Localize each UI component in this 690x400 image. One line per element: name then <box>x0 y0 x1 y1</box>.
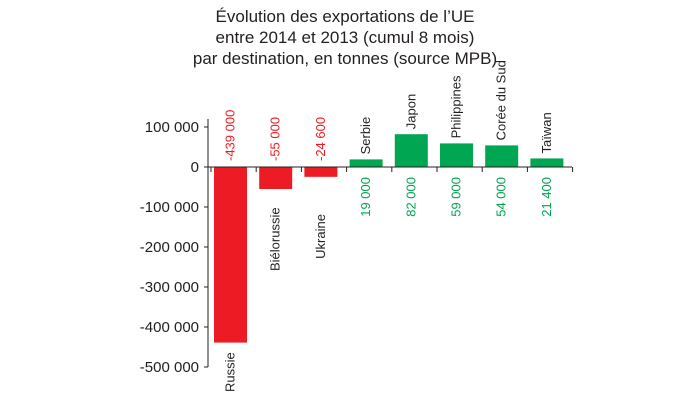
category-label: Taïwan <box>539 112 554 153</box>
category-label: Japon <box>403 94 418 129</box>
y-tick-label: -400 000 <box>140 319 199 336</box>
bar-4 <box>394 134 428 167</box>
category-label: Corée du Sud <box>494 60 509 140</box>
bar-5 <box>440 143 473 167</box>
bar-0 <box>214 167 247 343</box>
bar-1 <box>259 167 293 189</box>
chart-title-line-3: par destination, en tonnes (source MPB) <box>192 49 498 68</box>
y-tick-label: 0 <box>191 159 199 176</box>
bar-3 <box>349 159 383 167</box>
y-tick-label: -300 000 <box>140 279 199 296</box>
value-label: 21 400 <box>539 177 554 217</box>
y-tick-label: -200 000 <box>140 239 199 256</box>
value-label: 59 000 <box>449 177 464 217</box>
category-label: Russie <box>223 352 238 392</box>
bar-6 <box>485 145 519 167</box>
y-tick-label: 100 000 <box>145 119 199 136</box>
value-label: -439 000 <box>223 110 238 161</box>
value-label: -24 600 <box>313 117 328 161</box>
category-label: Biélorussie <box>268 207 283 271</box>
bar-2 <box>304 167 338 177</box>
value-label: 54 000 <box>494 177 509 217</box>
value-label: 82 000 <box>403 177 418 217</box>
chart-title-line-2: entre 2014 et 2013 (cumul 8 mois) <box>215 28 475 47</box>
y-tick-label: -100 000 <box>140 199 199 216</box>
category-label: Serbie <box>358 117 373 155</box>
value-label: -55 000 <box>268 117 283 161</box>
bar-7 <box>530 158 564 167</box>
y-tick-label: -500 000 <box>140 359 199 376</box>
chart-title: Évolution des exportations de l’UE entre… <box>0 6 690 69</box>
value-label: 19 000 <box>358 177 373 217</box>
category-label: Philippines <box>449 75 464 138</box>
category-label: Ukraine <box>313 214 328 259</box>
chart-title-line-1: Évolution des exportations de l’UE <box>215 7 475 26</box>
